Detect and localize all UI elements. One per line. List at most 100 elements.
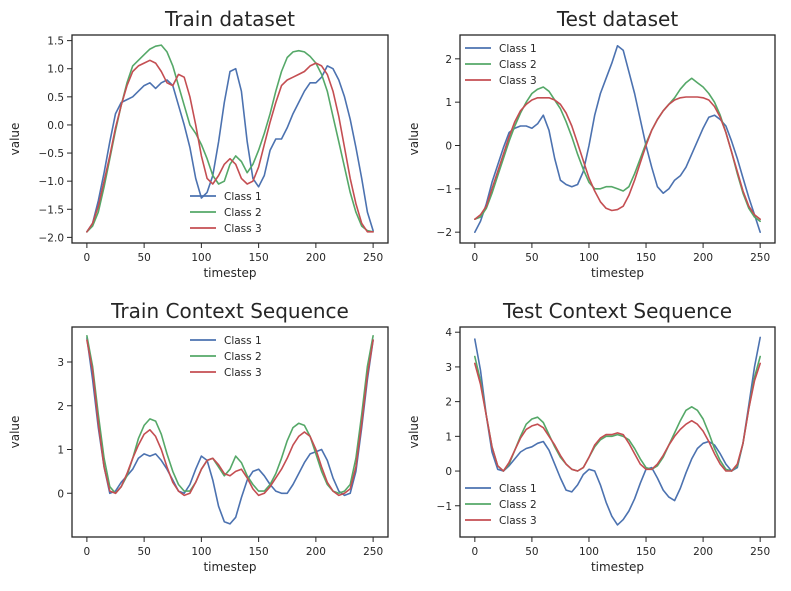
y-tick-label: 2 (57, 401, 64, 413)
y-tick-label: 1 (57, 445, 64, 457)
legend-entry: Class 1 (224, 191, 262, 203)
y-tick-label: −2 (437, 227, 452, 239)
series-line-class-1 (474, 336, 761, 526)
y-tick-label: −1.5 (39, 204, 65, 216)
y-tick-label: 3 (445, 362, 452, 374)
chart-panel-3: Train Context Sequence 0 50 100 150 200 250 0 1 2… (8, 299, 389, 574)
y-tick-label: −2.0 (39, 232, 65, 244)
x-tick-label: 100 (579, 546, 599, 558)
legend-entry: Class 2 (499, 59, 537, 71)
plot-frame (71, 34, 389, 244)
x-tick-label: 150 (249, 252, 269, 264)
chart-panel-2: Test dataset 0 50 100 150 200 250 −2 −1 0 1 2 timest… (407, 7, 776, 280)
x-tick-label: 200 (693, 546, 713, 558)
x-axis-label: timestep (203, 266, 256, 280)
y-tick-label: 0 (445, 141, 452, 153)
series-line-class-3 (474, 96, 761, 220)
chart-title: Test Context Sequence (502, 299, 732, 323)
x-tick-label: 250 (363, 252, 383, 264)
x-tick-label: 50 (525, 252, 538, 264)
x-tick-label: 150 (636, 252, 656, 264)
x-tick-label: 0 (471, 252, 478, 264)
legend-entry: Class 1 (224, 335, 262, 347)
legend: Class 1 Class 2 Class 3 (465, 483, 537, 527)
series-line-class-2 (474, 355, 761, 472)
legend-entry: Class 2 (499, 499, 537, 511)
x-tick-label: 150 (249, 546, 269, 558)
series-lines (86, 335, 374, 525)
x-tick-label: 0 (84, 546, 91, 558)
series-lines (86, 44, 374, 233)
y-axis-label: value (8, 416, 22, 449)
x-tick-label: 250 (363, 546, 383, 558)
x-tick-label: 100 (191, 252, 211, 264)
series-line-class-3 (86, 59, 374, 233)
x-tick-label: 200 (306, 546, 326, 558)
x-tick-label: 250 (750, 546, 770, 558)
chart-title: Train Context Sequence (110, 299, 349, 323)
x-tick-label: 100 (579, 252, 599, 264)
chart-title: Test dataset (556, 7, 679, 31)
chart-title: Train dataset (164, 7, 295, 31)
y-tick-label: 0.5 (47, 92, 64, 104)
y-axis-label: value (407, 123, 421, 156)
y-tick-label: 2 (445, 54, 452, 66)
y-tick-label: 1 (445, 97, 452, 109)
x-axis-label: timestep (203, 560, 256, 574)
legend-entry: Class 2 (224, 351, 262, 363)
y-tick-label: 4 (445, 327, 452, 339)
y-tick-label: 3 (57, 357, 64, 369)
legend-entry: Class 3 (224, 367, 262, 379)
x-tick-label: 0 (471, 546, 478, 558)
series-lines (474, 45, 761, 233)
x-tick-label: 150 (636, 546, 656, 558)
series-line-class-3 (86, 339, 374, 497)
y-tick-label: −0.5 (39, 148, 65, 160)
y-tick-label: 0.0 (47, 120, 64, 132)
series-line-class-2 (474, 77, 761, 223)
series-line-class-3 (474, 362, 761, 472)
y-axis-label: value (8, 123, 22, 156)
x-tick-label: 250 (750, 252, 770, 264)
y-tick-label: 1.0 (47, 64, 64, 76)
y-tick-label: −1.0 (39, 176, 65, 188)
y-tick-label: 2 (445, 397, 452, 409)
series-lines (474, 336, 761, 526)
legend: Class 1 Class 2 Class 3 (465, 43, 537, 87)
legend-entry: Class 1 (499, 43, 537, 55)
plot-frame (71, 326, 389, 538)
legend-entry: Class 1 (499, 483, 537, 495)
y-tick-label: −1 (437, 501, 452, 513)
y-tick-label: 1 (445, 431, 452, 443)
x-axis-label: timestep (591, 266, 644, 280)
y-tick-label: 0 (445, 466, 452, 478)
series-line-class-1 (474, 45, 761, 233)
legend-entry: Class 2 (224, 207, 262, 219)
legend: Class 1 Class 2 Class 3 (190, 191, 262, 235)
legend-entry: Class 3 (224, 223, 262, 235)
x-tick-label: 200 (693, 252, 713, 264)
plot-frame (459, 34, 776, 244)
legend: Class 1 Class 2 Class 3 (190, 335, 262, 379)
series-line-class-1 (86, 337, 374, 525)
x-tick-label: 100 (191, 546, 211, 558)
y-tick-label: 1.5 (47, 36, 64, 48)
series-line-class-1 (86, 65, 374, 233)
chart-panel-4: Test Context Sequence 0 50 100 150 200 250 −1 0 1… (407, 299, 776, 574)
x-tick-label: 200 (306, 252, 326, 264)
x-tick-label: 50 (137, 252, 150, 264)
legend-entry: Class 3 (499, 75, 537, 87)
series-line-class-2 (86, 335, 374, 495)
series-line-class-2 (86, 44, 374, 233)
legend-entry: Class 3 (499, 515, 537, 527)
chart-panel-1: Train dataset 0 50 100 150 200 250 −2.0 −1.5 −1.0… (8, 7, 389, 280)
x-tick-label: 0 (84, 252, 91, 264)
y-tick-label: 0 (57, 488, 64, 500)
y-axis-label: value (407, 416, 421, 449)
x-tick-label: 50 (137, 546, 150, 558)
x-axis-label: timestep (591, 560, 644, 574)
y-tick-label: −1 (437, 184, 452, 196)
plot-frame (459, 326, 776, 538)
x-tick-label: 50 (525, 546, 538, 558)
